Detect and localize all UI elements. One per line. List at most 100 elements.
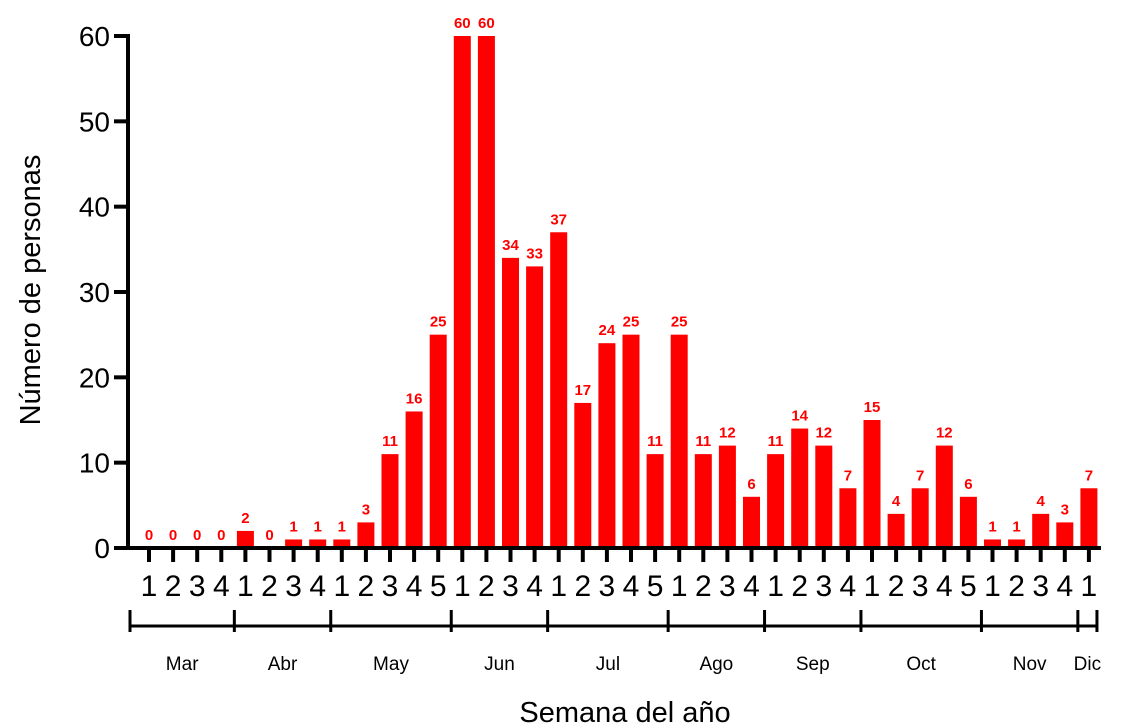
bar-value-label: 60 (478, 15, 495, 32)
bar (767, 454, 785, 548)
bar (935, 445, 953, 548)
bar-value-label: 6 (747, 476, 755, 493)
y-axis: 0 10 20 30 40 50 60 (79, 21, 130, 564)
bar (887, 513, 905, 548)
x-tick-label: 2 (165, 570, 182, 603)
bar (743, 496, 760, 548)
x-tick-label: 4 (406, 570, 423, 603)
month-label: Ago (699, 654, 733, 675)
bar-value-label: 11 (647, 433, 663, 450)
bar-value-label: 7 (844, 467, 852, 484)
x-tick-label: 4 (840, 570, 857, 603)
x-tick-label: 1 (550, 570, 567, 603)
bar-value-label: 25 (671, 314, 688, 331)
bar (453, 36, 471, 548)
x-tick-label: 4 (623, 570, 640, 603)
x-tick-label: 2 (358, 570, 375, 603)
bar (526, 266, 544, 548)
bar-value-label: 25 (623, 314, 640, 331)
x-tick-label: 1 (141, 570, 158, 603)
y-tick-label: 10 (79, 448, 110, 479)
bar-value-label: 11 (768, 433, 784, 450)
bar (333, 539, 351, 548)
bar-value-label: 0 (217, 527, 225, 544)
x-tick-label: 4 (309, 570, 326, 603)
bar-value-label: 1 (338, 518, 346, 535)
x-tick-label: 1 (333, 570, 350, 603)
x-tick-label: 4 (743, 570, 760, 603)
month-label: Oct (906, 654, 936, 675)
bar-value-label: 1 (988, 518, 996, 535)
y-tick-label: 40 (79, 192, 110, 223)
x-tick-label: 5 (647, 570, 664, 603)
bar (959, 496, 977, 548)
x-tick-label: 1 (454, 570, 471, 603)
bar (984, 539, 1001, 548)
month-label: Nov (1013, 654, 1047, 675)
bar (429, 334, 447, 548)
month-label: Jul (596, 654, 620, 675)
month-axis: Mar Abr May Jun Jul Ago Sep Oct Nov Dic (128, 610, 1101, 675)
bar (839, 488, 857, 548)
y-axis-title: Número de personas (15, 155, 47, 426)
x-tick-label: 3 (1032, 570, 1049, 603)
bar-value-label: 4 (892, 493, 901, 510)
x-tick-label: 2 (261, 570, 278, 603)
month-label: Dic (1074, 654, 1101, 675)
bar-value-label: 3 (1061, 501, 1069, 518)
x-tick-label: 1 (984, 570, 1001, 603)
bar-value-label: 1 (314, 518, 322, 535)
bar-value-label: 37 (550, 211, 567, 228)
bar-value-label: 17 (574, 382, 591, 399)
x-tick-label: 4 (936, 570, 953, 603)
bar-value-label: 0 (169, 527, 177, 544)
y-tick-label: 30 (79, 277, 110, 308)
bars-group (236, 36, 1098, 548)
x-tick-label: 2 (791, 570, 808, 603)
bar-value-label: 7 (1085, 467, 1093, 484)
x-tick-label: 3 (502, 570, 519, 603)
bar (694, 454, 712, 548)
y-tick-label: 20 (79, 362, 110, 393)
x-tick-label: 4 (1056, 570, 1073, 603)
x-tick-label: 3 (599, 570, 616, 603)
bar (502, 257, 519, 548)
y-tick-label: 50 (79, 106, 110, 137)
bar-value-label: 0 (193, 527, 201, 544)
bar-value-label: 12 (719, 425, 736, 442)
bar-value-label: 0 (145, 527, 153, 544)
x-tick-label: 1 (864, 570, 881, 603)
x-tick-label: 4 (213, 570, 230, 603)
bar-value-label: 12 (815, 425, 832, 442)
bar (815, 445, 833, 548)
bar-value-label: 34 (502, 237, 519, 254)
month-label: Jun (484, 654, 515, 675)
bar-value-label: 0 (265, 527, 273, 544)
bar-value-label: 11 (695, 433, 711, 450)
bar (381, 454, 399, 548)
x-tick-label: 5 (430, 570, 447, 603)
bar (550, 232, 568, 548)
x-tick-label: 5 (960, 570, 977, 603)
x-tick-label: 1 (237, 570, 254, 603)
x-tick-label: 1 (671, 570, 688, 603)
bar (646, 454, 664, 548)
bar-value-label: 15 (864, 399, 881, 416)
bar (791, 428, 809, 548)
bar (574, 402, 592, 548)
x-tick-label: 2 (695, 570, 712, 603)
bar (1056, 522, 1074, 548)
x-tick-label: 3 (382, 570, 399, 603)
x-tick-label: 3 (912, 570, 929, 603)
bar-value-label: 6 (964, 476, 972, 493)
bar-value-label: 4 (1037, 493, 1046, 510)
bar (1032, 513, 1050, 548)
bar-value-label: 25 (430, 314, 447, 331)
x-tick-label: 2 (888, 570, 905, 603)
bar-value-label: 14 (791, 408, 808, 425)
y-tick-label: 0 (94, 533, 110, 564)
bar (405, 411, 423, 548)
x-tick-label: 2 (1008, 570, 1025, 603)
